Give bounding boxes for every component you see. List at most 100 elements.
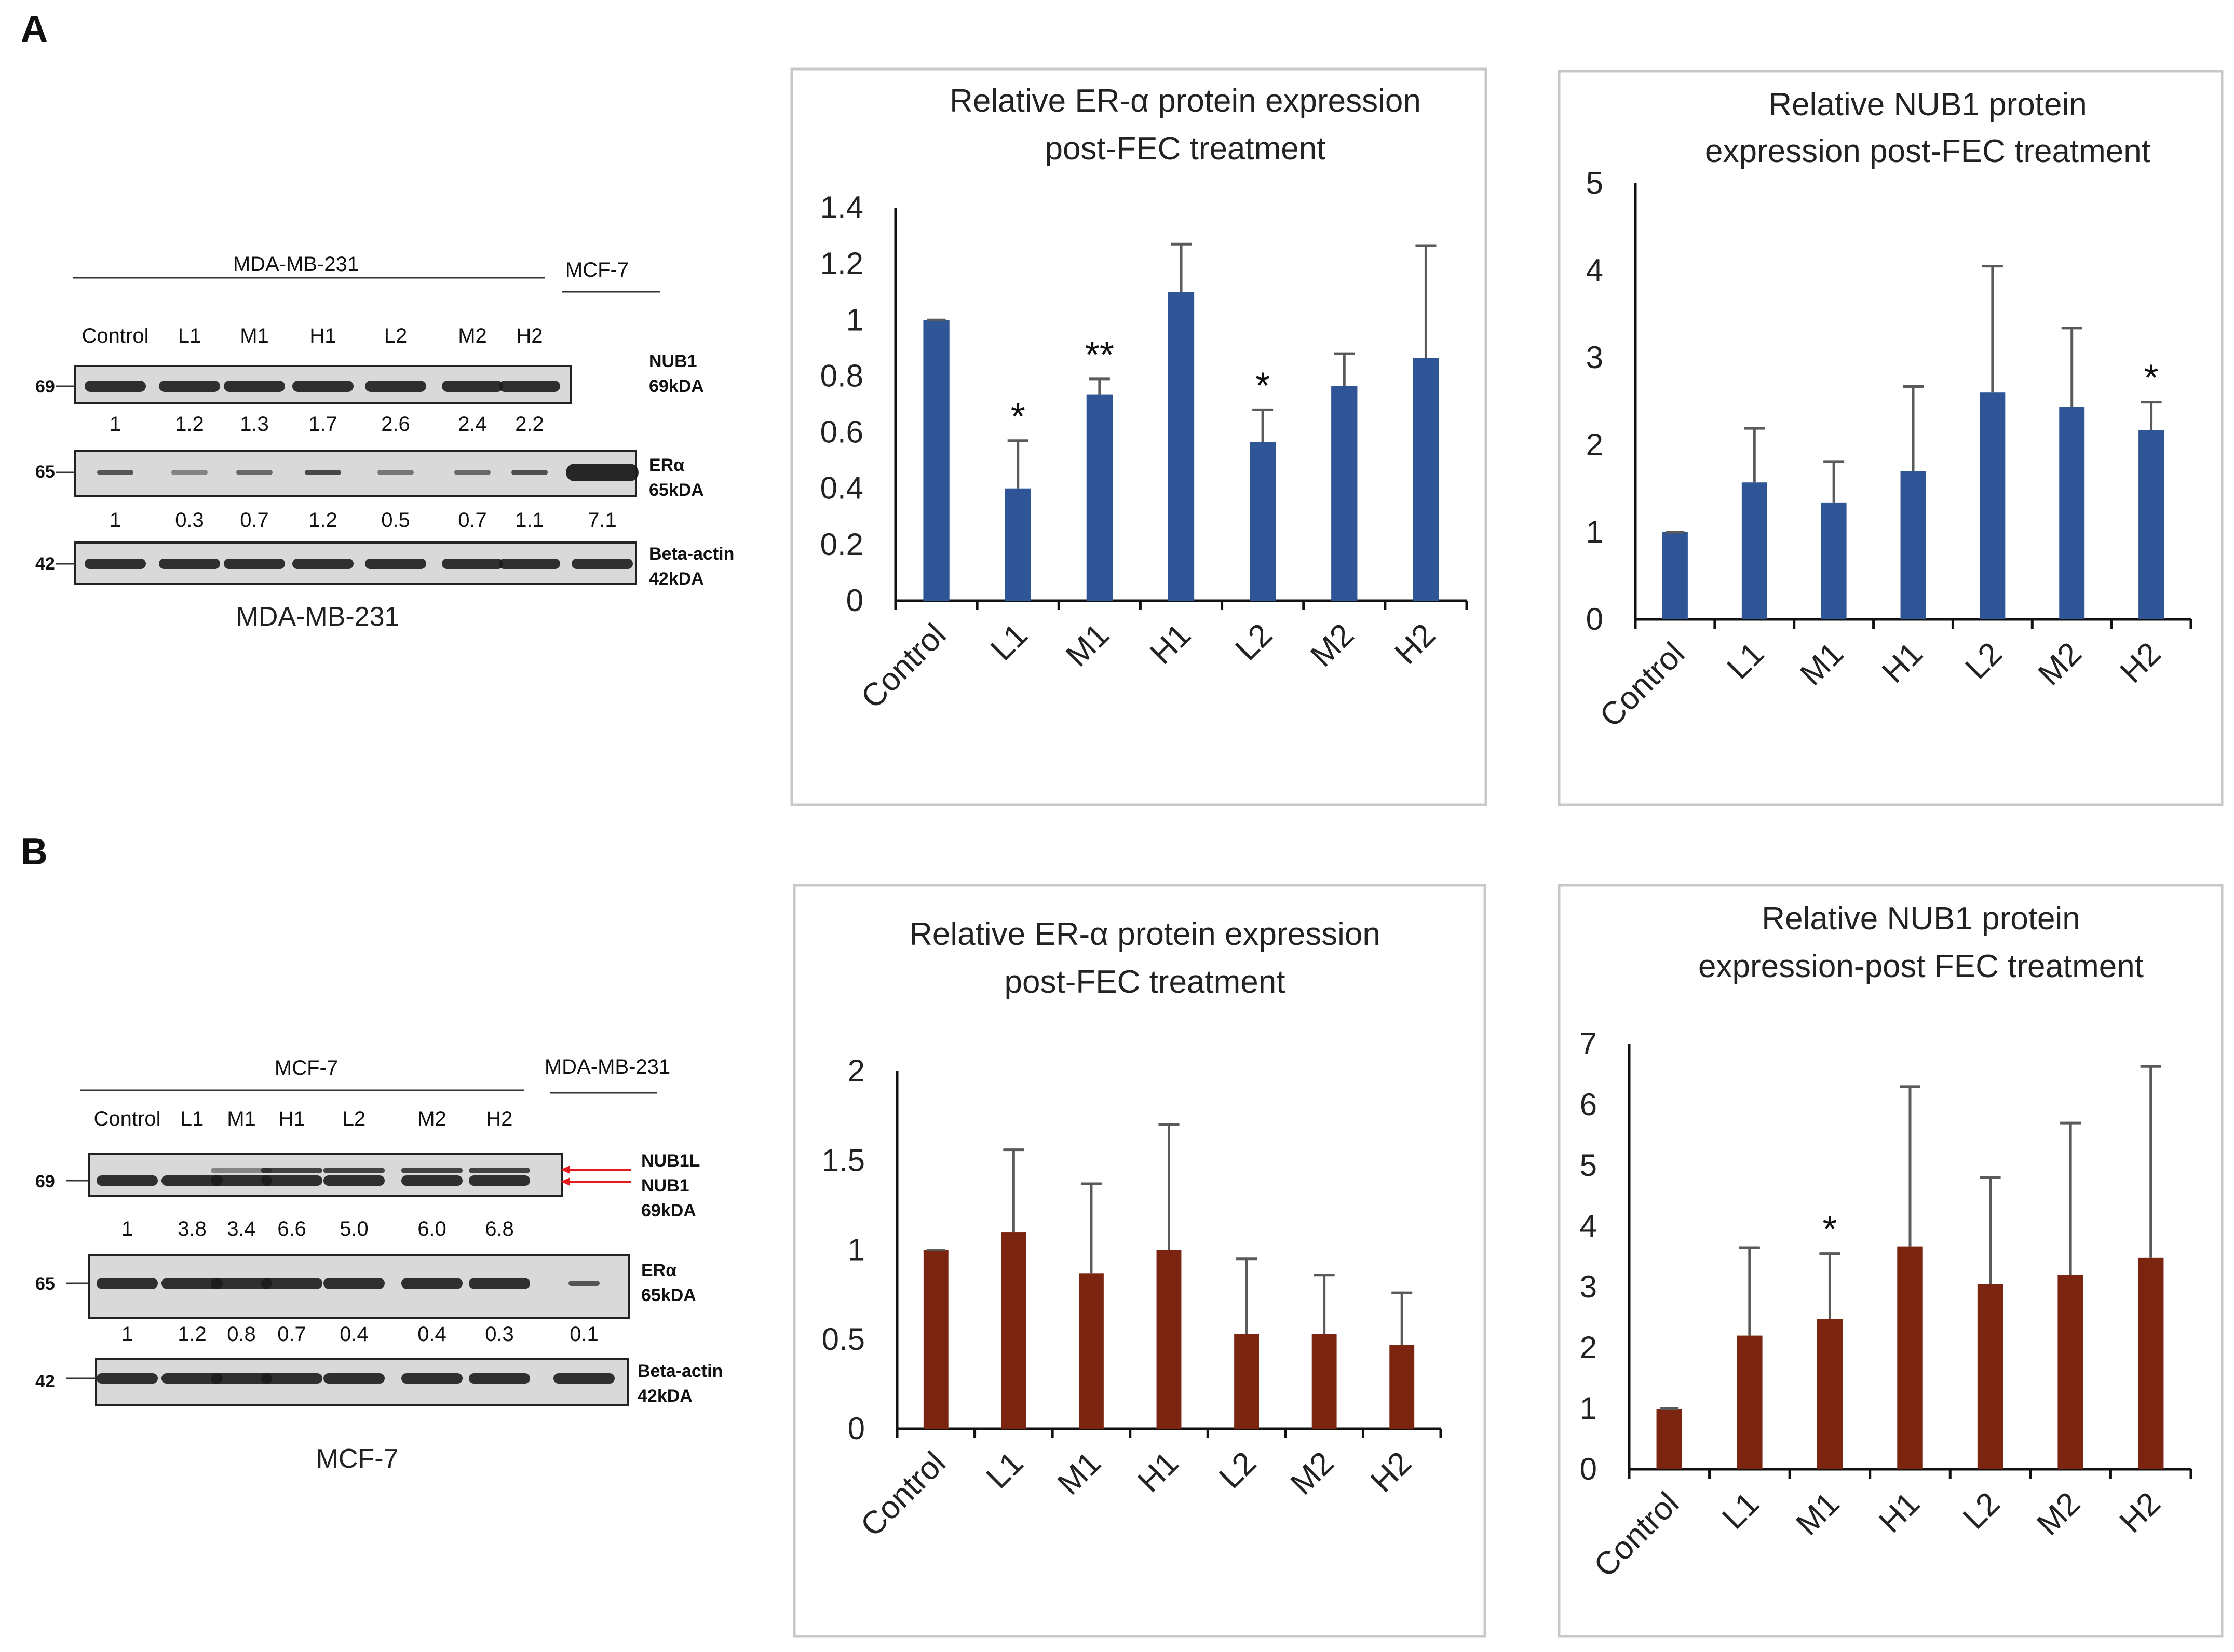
bar [1156, 1250, 1182, 1429]
blot-a-actin-marker: 42 [35, 554, 55, 574]
lane-label: H2 [516, 324, 543, 347]
bar [1662, 532, 1688, 619]
lane-label: H1 [278, 1107, 305, 1130]
chart-era-a: Relative ER-α protein expression post-FEC… [790, 67, 1487, 806]
blot-b-era-marker: 65 [35, 1274, 55, 1294]
quant-value: 2.6 [381, 413, 410, 436]
quant-value: 1.7 [308, 413, 337, 436]
quant-value: 3.8 [178, 1217, 207, 1240]
blot-b-nub1-size: 69kDA [641, 1201, 696, 1221]
blot-b-nub1-quant: 1 3.8 3.4 6.6 5.0 6.0 6.8 [121, 1217, 514, 1240]
lane-label: H2 [486, 1107, 512, 1130]
y-tick-label: 1 [1586, 514, 1603, 549]
chart-frame [790, 67, 1487, 806]
blot-a-caption: MDA-MB-231 [236, 602, 400, 632]
blot-band [161, 1175, 223, 1186]
chart-era-b: Relative ER-α protein expression post-FEC… [793, 884, 1486, 1638]
bar [1980, 392, 2006, 619]
blot-a-era-name: ERα [649, 455, 684, 475]
blot-b-nub1-name: NUB1 [641, 1176, 689, 1196]
quant-value: 6.6 [277, 1217, 306, 1240]
blot-band [454, 470, 491, 475]
y-tick-label: 0.5 [822, 1322, 865, 1357]
blot-b-era-size: 65kDA [641, 1285, 696, 1305]
blot-band [224, 381, 285, 392]
blot-band-nub1l [211, 1168, 272, 1173]
blot-band [511, 470, 548, 475]
blot-b-lane-labels: Control L1 M1 H1 L2 M2 H2 [94, 1107, 513, 1130]
bar [1656, 1409, 1683, 1469]
quant-value: 0.5 [381, 509, 410, 532]
chart-nub1-b: Relative NUB1 protein expression-post FEC… [1558, 884, 2224, 1638]
blot-band [442, 559, 503, 569]
blot-b-caption: MCF-7 [316, 1444, 399, 1474]
blot-a-nub1-quant: 1 1.2 1.3 1.7 2.6 2.4 2.2 [110, 413, 544, 436]
y-tick-label: 0 [846, 583, 863, 618]
blot-b-actin-marker: 42 [35, 1372, 55, 1391]
y-tick-label: 2 [848, 1053, 865, 1088]
blot-band [161, 1373, 223, 1384]
y-tick-label: 0.4 [820, 471, 863, 506]
bar [2057, 1275, 2083, 1469]
blot-band [211, 1373, 272, 1384]
lane-label: L2 [343, 1107, 366, 1130]
y-tick-label: 0.2 [820, 527, 863, 562]
blot-band [305, 470, 341, 475]
lane-label: L2 [384, 324, 408, 347]
blot-a-group-label: MDA-MB-231 [233, 253, 359, 276]
significance-marker: * [2144, 358, 2159, 399]
quant-value: 0.7 [277, 1323, 306, 1346]
bar [1078, 1273, 1104, 1429]
lane-label: M1 [240, 324, 269, 347]
y-tick-label: 5 [1586, 166, 1603, 200]
blot-band [97, 1373, 158, 1384]
bar [1311, 1334, 1337, 1429]
blot-b-actin-size: 42kDA [638, 1386, 693, 1406]
quant-value: 6.0 [417, 1217, 446, 1240]
lane-label: M2 [458, 324, 487, 347]
chart-title: post-FEC treatment [1005, 964, 1285, 1000]
quant-value: 1.1 [515, 509, 544, 532]
y-tick-label: 0.8 [820, 358, 863, 393]
quant-value: 0.3 [485, 1323, 514, 1346]
blot-band [211, 1278, 272, 1289]
blot-band [499, 559, 560, 569]
bar [1817, 1319, 1843, 1469]
lane-label: H1 [309, 324, 336, 347]
bar [1977, 1284, 2003, 1469]
blot-b-group-label: MCF-7 [275, 1057, 338, 1079]
y-tick-label: 0 [1580, 1452, 1597, 1486]
bar [1005, 488, 1031, 601]
quant-value: 0.4 [340, 1323, 369, 1346]
y-tick-label: 2 [1580, 1330, 1597, 1365]
chart-title: expression-post FEC treatment [1698, 949, 2144, 984]
quant-value: 0.8 [227, 1323, 256, 1346]
blot-a-lane-labels: Control L1 M1 H1 L2 M2 H2 [82, 324, 543, 347]
lane-label: L1 [178, 324, 201, 347]
panel-letter-b: B [21, 831, 48, 873]
quant-value: 0.7 [240, 509, 269, 532]
blot-band [469, 1373, 530, 1384]
blot-band-nub1l [401, 1168, 463, 1173]
bar [1821, 502, 1847, 619]
blot-band [469, 1278, 530, 1289]
blot-a-actin-size: 42kDA [649, 569, 704, 589]
blot-a-nub1-bands [85, 381, 560, 392]
quant-value: 1.2 [175, 413, 204, 436]
blot-band [292, 381, 354, 392]
western-blot-b: MCF-7 MDA-MB-231 Control L1 M1 H1 L2 M2 H2 69 … [35, 1055, 723, 1474]
y-tick-label: 0 [1586, 602, 1603, 637]
blot-band [365, 559, 426, 569]
blot-band [224, 559, 285, 569]
panel-letter-a: A [21, 8, 48, 50]
western-blot-a: MDA-MB-231 MCF-7 Control L1 M1 H1 L2 M2 H2 69 … [35, 253, 734, 632]
quant-value: 1 [121, 1323, 133, 1346]
blot-band [292, 559, 354, 569]
y-tick-label: 5 [1580, 1148, 1597, 1183]
y-tick-label: 1 [846, 302, 863, 337]
blot-b-actin-name: Beta-actin [638, 1361, 723, 1381]
y-tick-label: 4 [1586, 253, 1603, 288]
blot-band-nub1l [469, 1168, 530, 1173]
quant-value: 2.4 [458, 413, 487, 436]
